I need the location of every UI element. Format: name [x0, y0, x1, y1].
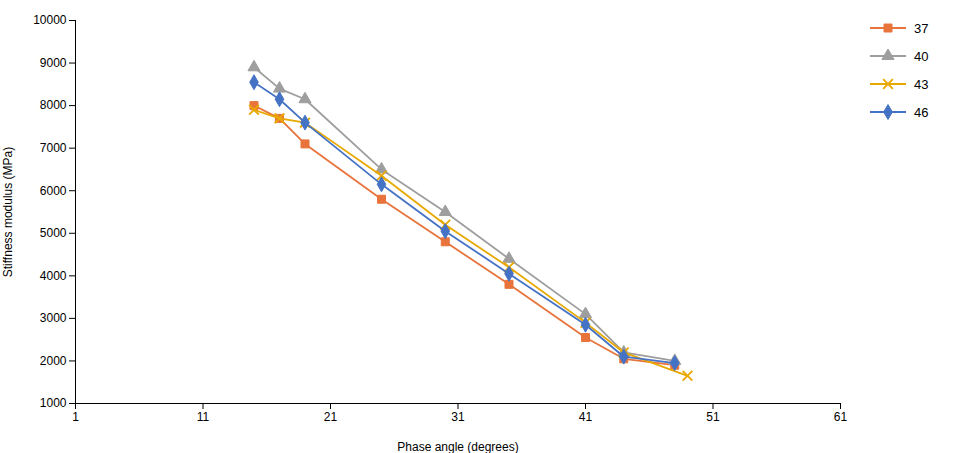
svg-text:4000: 4000: [40, 269, 67, 283]
svg-text:7000: 7000: [40, 141, 67, 155]
svg-text:8000: 8000: [40, 98, 67, 112]
svg-text:11: 11: [197, 410, 210, 424]
svg-text:51: 51: [706, 410, 720, 424]
html-text:37: 37: [914, 20, 929, 36]
svg-text:1: 1: [72, 410, 79, 424]
svg-text:31: 31: [451, 410, 465, 424]
svg-text:6000: 6000: [40, 184, 67, 198]
svg-text:Phase angle (degrees): Phase angle (degrees): [397, 440, 518, 453]
html-text:46: 46: [914, 104, 929, 120]
svg-text:21: 21: [324, 410, 338, 424]
svg-text:41: 41: [579, 410, 593, 424]
html-text:43: 43: [914, 76, 929, 92]
svg-text:5000: 5000: [40, 226, 67, 240]
svg-text:10000: 10000: [33, 13, 67, 27]
svg-text:9000: 9000: [40, 56, 67, 70]
html-text:40: 40: [914, 48, 929, 64]
svg-text:3000: 3000: [40, 311, 67, 325]
svg-text:61: 61: [834, 410, 848, 424]
svg-text:Stiffness modulus (MPa): Stiffness modulus (MPa): [1, 147, 15, 278]
svg-text:2000: 2000: [40, 354, 67, 368]
svg-text:1000: 1000: [40, 396, 67, 410]
